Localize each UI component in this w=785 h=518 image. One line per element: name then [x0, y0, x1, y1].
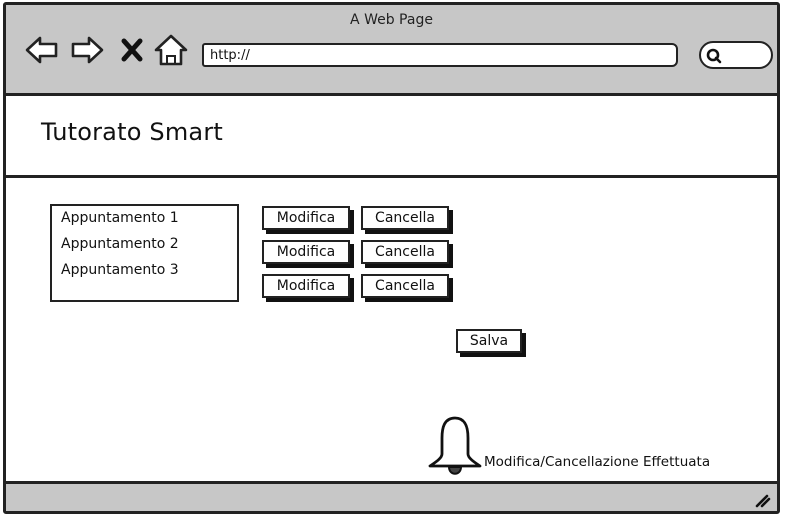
delete-button-3[interactable]: Cancella: [361, 274, 449, 298]
delete-button-1[interactable]: Cancella: [361, 206, 449, 230]
close-x-icon[interactable]: [119, 33, 145, 67]
window-title: A Web Page: [350, 12, 433, 28]
notification-text: Modifica/Cancellazione Effettuata: [484, 454, 711, 470]
bell-icon: [428, 416, 482, 475]
edit-button-3[interactable]: Modifica: [262, 274, 350, 298]
status-bar: [6, 481, 777, 511]
search-icon: [706, 48, 722, 64]
notification: Modifica/Cancellazione Effettuata: [426, 414, 756, 478]
main-content: Appuntamento 1 Appuntamento 2 Appuntamen…: [6, 178, 777, 481]
browser-toolbar: A Web Page http://: [6, 5, 777, 96]
app-header: Tutorato Smart: [6, 96, 777, 178]
app-title: Tutorato Smart: [41, 118, 224, 146]
back-arrow-icon[interactable]: [24, 33, 60, 67]
list-item-appointment-2[interactable]: Appuntamento 2: [61, 236, 179, 252]
save-button[interactable]: Salva: [456, 329, 522, 353]
url-input[interactable]: http://: [202, 43, 678, 67]
home-icon[interactable]: [153, 33, 189, 67]
list-item-appointment-1[interactable]: Appuntamento 1: [61, 210, 179, 226]
browser-window: A Web Page http:// Tutorato Smart Appunt…: [3, 2, 780, 514]
appointment-list: Appuntamento 1 Appuntamento 2 Appuntamen…: [50, 204, 239, 302]
resize-grip-icon[interactable]: [753, 490, 771, 508]
edit-button-1[interactable]: Modifica: [262, 206, 350, 230]
list-item-appointment-3[interactable]: Appuntamento 3: [61, 262, 179, 278]
search-field[interactable]: [699, 41, 773, 69]
edit-button-2[interactable]: Modifica: [262, 240, 350, 264]
delete-button-2[interactable]: Cancella: [361, 240, 449, 264]
forward-arrow-icon[interactable]: [69, 33, 105, 67]
